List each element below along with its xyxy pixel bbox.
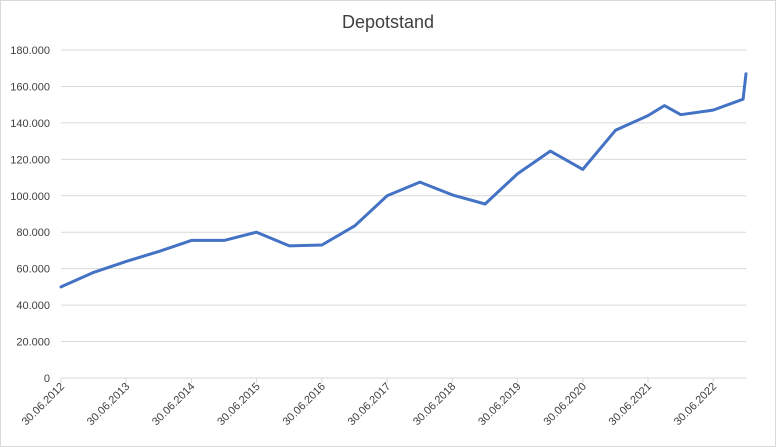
y-axis-tick-labels: 0 20.000 40.000 60.000 80.000 100.000 120.000 1… xyxy=(10,45,50,385)
y-tick-label: 40.000 xyxy=(16,300,50,312)
x-tick-label: 30.06.2018 xyxy=(411,381,458,428)
x-tick-label: 30.06.2014 xyxy=(150,381,197,428)
x-axis-tick-labels: 30.06.2012 30.06.2013 30.06.2014 30.06.2015… xyxy=(20,381,720,428)
x-tick-label: 30.06.2019 xyxy=(476,381,523,428)
y-tick-label: 60.000 xyxy=(16,264,50,276)
y-tick-label: 20.000 xyxy=(16,337,50,349)
x-tick-label: 30.06.2021 xyxy=(607,381,654,428)
x-tick-label: 30.06.2020 xyxy=(541,381,588,428)
x-tick-label: 30.06.2015 xyxy=(215,381,262,428)
y-tick-label: 120.000 xyxy=(10,154,50,166)
y-tick-label: 80.000 xyxy=(16,227,50,239)
gridlines xyxy=(61,49,746,343)
y-tick-label: 180.000 xyxy=(10,45,50,57)
series-lines xyxy=(59,72,748,289)
x-tick-label: 30.06.2017 xyxy=(346,381,393,428)
y-tick-label: 100.000 xyxy=(10,191,50,203)
x-tick-label: 30.06.2022 xyxy=(672,381,719,428)
series-line xyxy=(59,72,748,289)
y-tick-label: 0 xyxy=(44,373,50,385)
x-tick-label: 30.06.2012 xyxy=(20,381,67,428)
chart-title: Depotstand xyxy=(341,12,435,32)
x-axis xyxy=(60,377,746,383)
x-tick-label: 30.06.2016 xyxy=(281,381,328,428)
y-tick-label: 160.000 xyxy=(10,81,50,93)
x-tick-label: 30.06.2013 xyxy=(85,381,132,428)
y-tick-label: 140.000 xyxy=(10,118,50,130)
